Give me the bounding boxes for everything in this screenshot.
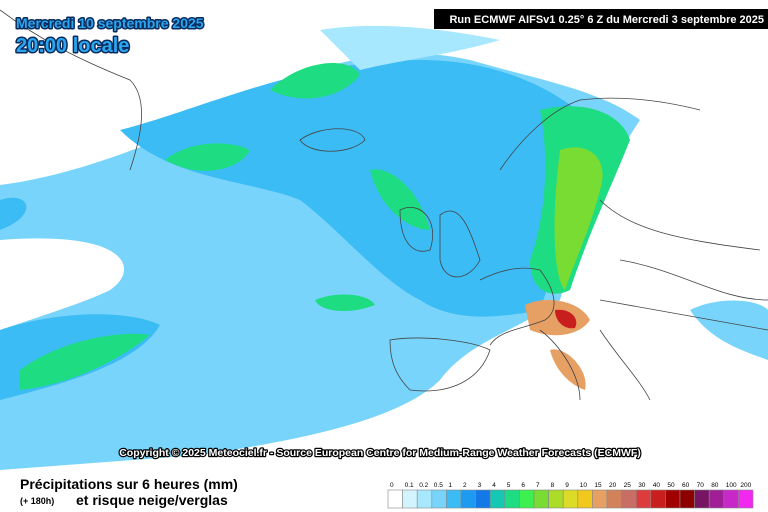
legend-swatch <box>577 489 593 509</box>
legend-label: 9 <box>565 482 569 489</box>
legend-label: 7 <box>536 482 540 489</box>
legend-swatch <box>402 489 418 509</box>
legend-label: 20 <box>609 482 617 489</box>
legend-label: 30 <box>638 482 646 489</box>
legend-label: 10 <box>580 482 588 489</box>
legend-label: 50 <box>667 482 675 489</box>
run-box <box>434 9 768 29</box>
footer-lead: (+ 180h) <box>20 496 54 506</box>
legend-label: 2 <box>463 482 467 489</box>
legend-label: 6 <box>521 482 525 489</box>
legend-label: 1 <box>448 482 452 489</box>
legend-swatch <box>738 489 754 509</box>
legend-label: 80 <box>711 482 719 489</box>
legend-swatch <box>533 489 549 509</box>
precip-light <box>690 300 768 360</box>
legend-swatch <box>694 489 710 509</box>
legend-label: 4 <box>492 482 496 489</box>
legend-swatch <box>519 489 535 509</box>
legend-label: 25 <box>624 482 632 489</box>
run-info: Run ECMWF AIFSv1 0.25° 6 Z du Mercredi 3… <box>449 14 764 26</box>
map <box>0 9 768 471</box>
legend-label: 40 <box>653 482 661 489</box>
legend-label: 60 <box>682 482 690 489</box>
legend-swatch <box>708 489 725 509</box>
legend-swatch <box>475 489 491 509</box>
legend-label: 5 <box>507 482 511 489</box>
legend-swatch <box>606 489 622 509</box>
legend-swatch <box>548 489 564 509</box>
legend-swatch <box>431 489 447 509</box>
precip-very-light <box>320 25 500 70</box>
precip-heavier <box>554 147 603 290</box>
copyright: Copyright © 2025 Meteociel.fr - Source E… <box>119 447 641 459</box>
precip-heavy <box>20 63 630 390</box>
legend-label: 8 <box>551 482 555 489</box>
legend-label: 0.5 <box>434 482 443 489</box>
legend-label: 15 <box>594 482 602 489</box>
legend-label: 200 <box>740 482 751 489</box>
legend-swatch <box>592 489 608 509</box>
legend-label: 3 <box>478 482 482 489</box>
forecast-time: 20:00 locale <box>16 35 129 57</box>
footer-title: Précipitations sur 6 heures (mm) <box>20 476 238 492</box>
legend-swatch <box>635 489 652 509</box>
legend-label: 0.1 <box>405 482 414 489</box>
precip-extreme <box>555 309 577 329</box>
forecast-date: Mercredi 10 septembre 2025 <box>16 15 204 31</box>
legend-swatch <box>416 489 433 509</box>
legend-swatch <box>460 489 476 509</box>
legend-swatch <box>446 489 462 509</box>
legend-swatch <box>504 489 520 509</box>
footer-subtitle: et risque neige/verglas <box>76 492 228 508</box>
legend-swatch <box>621 489 637 509</box>
precip-moderate <box>120 60 600 317</box>
legend-label: 70 <box>697 482 705 489</box>
legend-swatch <box>665 489 681 509</box>
legend: 0 0.1 0.2 0.5 1 2 3 4 5 6 7 8 9 10 15 20 25 30 40 50 60 70 80 1… <box>387 482 754 509</box>
legend-swatch <box>679 489 695 509</box>
legend-swatch <box>489 489 506 509</box>
legend-label: 100 <box>726 482 737 489</box>
legend-swatch <box>387 489 403 509</box>
legend-label: 0.2 <box>419 482 428 489</box>
legend-swatch <box>562 489 579 509</box>
coastlines <box>0 9 768 401</box>
legend-swatch <box>723 489 739 509</box>
legend-label: 0 <box>390 482 394 489</box>
legend-swatch <box>650 489 666 509</box>
